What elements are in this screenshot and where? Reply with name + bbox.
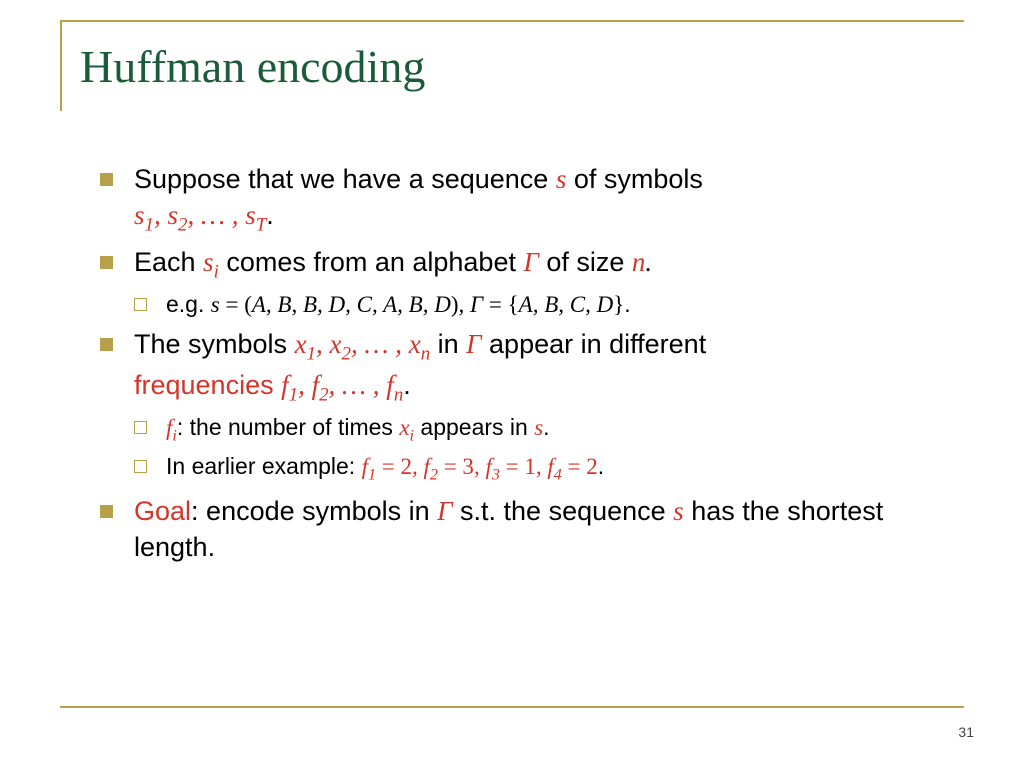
text: . (645, 247, 652, 277)
eq-freq-example: f1 = 2, f2 = 3, f3 = 1, f4 = 2 (362, 454, 598, 479)
text: e.g. (166, 291, 211, 317)
var-s: s (534, 415, 543, 440)
text: The symbols (134, 329, 295, 359)
text: in (430, 329, 466, 359)
var-xi: xi (399, 415, 414, 440)
var-si: si (203, 247, 219, 277)
text: s.t. the sequence (453, 496, 674, 526)
word-goal: Goal (134, 496, 191, 526)
text: : encode symbols in (191, 496, 437, 526)
text: . (266, 200, 274, 230)
text: appear in different (482, 329, 707, 359)
word-frequencies: frequencies (134, 370, 281, 400)
seq-f1-fn: f1, f2, … , fn (281, 370, 403, 400)
bottom-rule (60, 706, 964, 708)
text: of symbols (566, 164, 703, 194)
bullet-goal: Goal: encode symbols in Γ s.t. the seque… (100, 493, 954, 566)
slide-body: Suppose that we have a sequence s of sym… (50, 111, 974, 566)
var-fi: fi (166, 415, 177, 440)
text: . (624, 291, 630, 317)
bullet-frequencies: The symbols x1, x2, … , xn in Γ appear i… (100, 326, 954, 486)
var-s: s (673, 496, 684, 526)
text: Suppose that we have a sequence (134, 164, 556, 194)
var-gamma: Γ (523, 247, 538, 277)
title-left-rule: Huffman encoding (60, 22, 974, 111)
bullet-sequence: Suppose that we have a sequence s of sym… (100, 161, 954, 238)
text: . (598, 453, 604, 479)
slide: Huffman encoding Suppose that we have a … (0, 0, 1024, 768)
text: comes from an alphabet (219, 247, 524, 277)
text: : the number of times (177, 414, 399, 440)
seq-x1-xn: x1, x2, … , xn (295, 329, 431, 359)
var-gamma: Γ (437, 496, 452, 526)
var-gamma: Γ (466, 329, 481, 359)
slide-title: Huffman encoding (80, 40, 974, 93)
seq-s1-sT: s1, s2, … , sT (134, 200, 266, 230)
text: . (403, 370, 411, 400)
page-number: 31 (958, 724, 974, 740)
text: appears in (414, 414, 534, 440)
var-s: s (556, 164, 567, 194)
sub-example-freq: In earlier example: f1 = 2, f2 = 3, f3 =… (134, 451, 954, 486)
text: Each (134, 247, 203, 277)
bullet-alphabet: Each si comes from an alphabet Γ of size… (100, 244, 954, 320)
sub-fi-def: fi: the number of times xi appears in s. (134, 412, 954, 447)
eq-example: s = (A, B, B, D, C, A, B, D), Γ = {A, B,… (211, 292, 625, 317)
text: In earlier example: (166, 453, 362, 479)
var-n: n (632, 247, 646, 277)
sub-example-alphabet: e.g. s = (A, B, B, D, C, A, B, D), Γ = {… (134, 289, 954, 320)
text: . (543, 414, 549, 440)
text: of size (539, 247, 632, 277)
